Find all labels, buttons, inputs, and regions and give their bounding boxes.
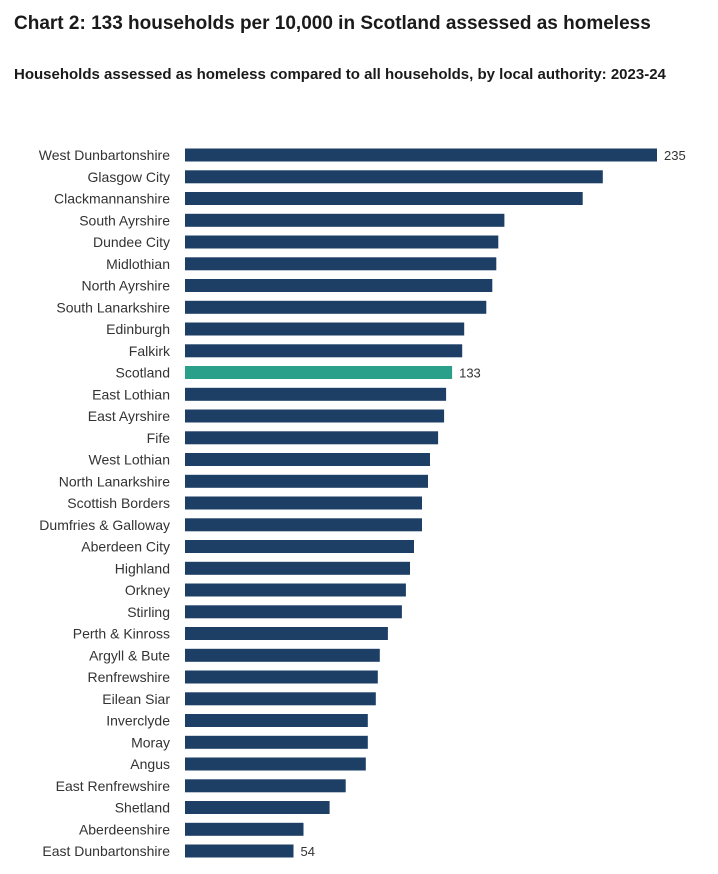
category-label-east-ayrshire: East Ayrshire <box>88 408 170 424</box>
category-label-west-lothian: West Lothian <box>89 452 170 468</box>
bar-glasgow-city <box>185 170 603 184</box>
category-label-north-lanarkshire: North Lanarkshire <box>59 473 170 489</box>
category-label-aberdeen-city: Aberdeen City <box>81 539 170 555</box>
bar-east-lothian <box>185 387 447 401</box>
bar-edinburgh <box>185 322 465 336</box>
category-labels-group: West Dunbartonshire Glasgow City Clackmann… <box>39 147 171 859</box>
bar-inverclyde <box>185 714 368 727</box>
bar-renfrewshire <box>185 670 378 684</box>
category-label-east-dunbartonshire: East Dunbartonshire <box>42 843 170 859</box>
chart-title: Chart 2: 133 households per 10,000 in Sc… <box>14 13 651 34</box>
category-label-moray: Moray <box>131 734 170 750</box>
data-label-east-dunbartonshire: 54 <box>301 844 315 859</box>
category-label-edinburgh: Edinburgh <box>106 321 170 337</box>
category-label-scottish-borders: Scottish Borders <box>67 495 170 511</box>
category-label-renfrewshire: Renfrewshire <box>88 669 171 685</box>
category-label-north-ayrshire: North Ayrshire <box>82 278 171 294</box>
bar-perth-and-kinross <box>185 627 388 640</box>
bar-shetland <box>185 801 330 814</box>
bar-east-renfrewshire <box>185 779 346 793</box>
category-label-stirling: Stirling <box>127 604 170 620</box>
category-label-glasgow-city: Glasgow City <box>88 169 170 185</box>
category-label-east-lothian: East Lothian <box>92 386 170 402</box>
bar-stirling <box>185 605 402 619</box>
category-label-clackmannanshire: Clackmannanshire <box>54 191 170 207</box>
bar-falkirk <box>185 344 463 358</box>
category-label-inverclyde: Inverclyde <box>106 713 170 729</box>
category-label-dumfries-and-galloway: Dumfries & Galloway <box>39 517 170 533</box>
category-label-aberdeenshire: Aberdeenshire <box>79 821 170 837</box>
bar-south-lanarkshire <box>185 300 487 314</box>
bar-dumfries-and-galloway <box>185 518 422 532</box>
bar-north-lanarkshire <box>185 474 428 488</box>
bar-scotland <box>185 366 453 379</box>
bar-east-dunbartonshire <box>185 844 294 858</box>
bar-midlothian <box>185 257 497 271</box>
category-label-dundee-city: Dundee City <box>93 234 170 250</box>
category-label-angus: Angus <box>130 756 170 772</box>
category-label-east-renfrewshire: East Renfrewshire <box>56 778 171 794</box>
category-label-scotland: Scotland <box>116 365 170 381</box>
chart-subtitle: Households assessed as homeless compared… <box>14 66 666 83</box>
bar-clackmannanshire <box>185 192 583 205</box>
category-label-argyll-and-bute: Argyll & Bute <box>89 647 170 663</box>
data-label-west-dunbartonshire: 235 <box>664 148 686 163</box>
category-label-falkirk: Falkirk <box>129 343 171 359</box>
bar-angus <box>185 757 366 771</box>
bar-highland <box>185 561 410 575</box>
bar-north-ayrshire <box>185 279 493 292</box>
bar-aberdeenshire <box>185 822 304 836</box>
bar-west-dunbartonshire <box>185 148 657 162</box>
category-label-west-dunbartonshire: West Dunbartonshire <box>39 147 170 163</box>
bar-moray <box>185 735 368 749</box>
category-label-eilean-siar: Eilean Siar <box>102 691 170 707</box>
bar-dundee-city <box>185 235 499 249</box>
category-label-shetland: Shetland <box>115 800 170 816</box>
bars-group <box>185 148 657 858</box>
category-label-perth-and-kinross: Perth & Kinross <box>73 626 170 642</box>
bar-scottish-borders <box>185 496 422 510</box>
bar-south-ayrshire <box>185 213 505 227</box>
bar-argyll-and-bute <box>185 648 380 662</box>
bar-eilean-siar <box>185 692 376 706</box>
bar-west-lothian <box>185 453 430 466</box>
category-label-midlothian: Midlothian <box>106 256 170 272</box>
category-label-south-ayrshire: South Ayrshire <box>79 212 170 228</box>
category-label-fife: Fife <box>147 430 171 446</box>
category-label-orkney: Orkney <box>125 582 170 598</box>
bar-aberdeen-city <box>185 540 414 553</box>
category-label-highland: Highland <box>115 560 170 576</box>
bar-orkney <box>185 583 406 597</box>
bar-fife <box>185 431 439 445</box>
data-labels-group: 235 133 54 <box>301 148 686 859</box>
bar-east-ayrshire <box>185 409 445 423</box>
category-label-south-lanarkshire: South Lanarkshire <box>56 299 170 315</box>
data-label-scotland: 133 <box>459 366 481 381</box>
